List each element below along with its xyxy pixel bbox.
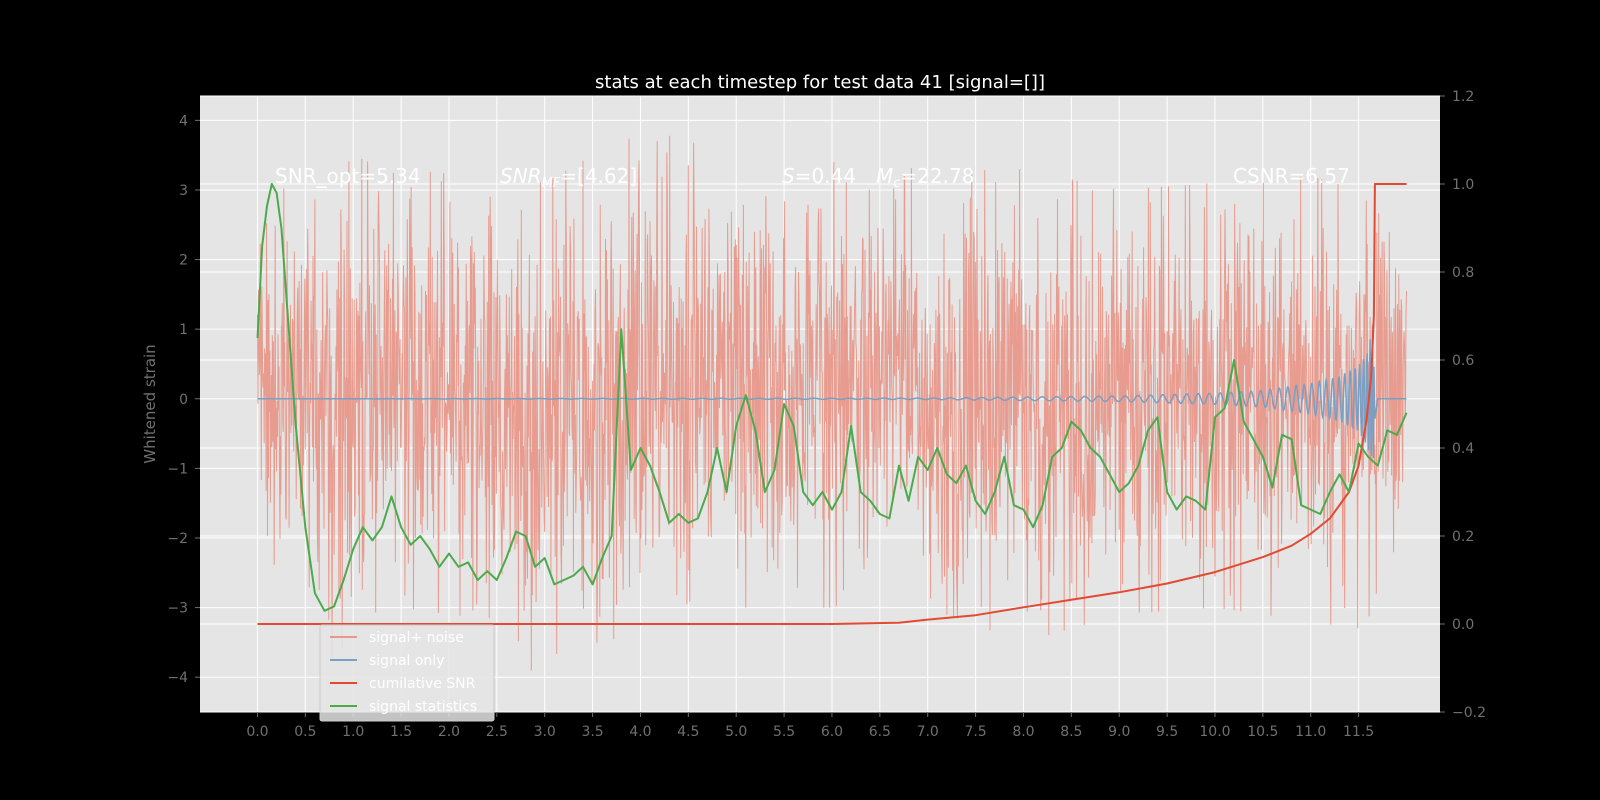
y-left-tick-label: −3 — [167, 601, 188, 617]
series-cumilative-snr — [257, 183, 1407, 625]
x-tick-label: 7.5 — [964, 724, 986, 740]
y-right-tick-label: 0.4 — [1452, 441, 1474, 457]
annotation-snr-mf-subscript: MF — [542, 176, 561, 191]
y-left-tick-label: 0 — [179, 392, 188, 408]
x-tick-label: 1.5 — [390, 724, 412, 740]
y-left-tick-label: 2 — [179, 253, 188, 269]
y-axis-label: Whitened strain — [141, 344, 159, 463]
x-tick-label: 3.5 — [581, 724, 603, 740]
legend-label-signal-noise: signal+ noise — [369, 630, 464, 646]
x-tick-label: 10.5 — [1247, 724, 1278, 740]
annotation-snr-mf-symbol: SNR — [500, 164, 542, 188]
x-tick-label: 6.0 — [821, 724, 843, 740]
x-tick-label: 9.5 — [1156, 724, 1178, 740]
annotation-snr-mf-value: =[4.62] — [560, 164, 637, 188]
x-tick-label: 2.5 — [486, 724, 508, 740]
y-right-tick-label: −0.2 — [1452, 705, 1486, 721]
x-tick-label: 10.0 — [1199, 724, 1230, 740]
x-tick-label: 7.0 — [917, 724, 939, 740]
legend-box — [319, 624, 495, 722]
x-tick-label: 0.5 — [294, 724, 316, 740]
axes: 0.0 0.5 1.0 1.5 2.0 2.5 3.0 3.5 4.0 4.5 5.0 5.5 6.0 6… — [167, 89, 1486, 740]
annotation-mc-symbol: M — [876, 164, 893, 188]
y-right-tick-label: 0.8 — [1452, 265, 1474, 281]
annotation-mc-subscript: c — [893, 176, 900, 191]
x-tick-label: 4.0 — [629, 724, 651, 740]
annotation-snr-mf: SNRMF=[4.62] — [500, 164, 637, 191]
chart-title: stats at each timestep for test data 41 … — [595, 72, 1045, 93]
annotation-snr-opt: SNR_opt=5.34 — [275, 164, 421, 188]
y-right-tick-label: 0.2 — [1452, 529, 1474, 545]
series-signal-only — [257, 326, 1407, 459]
y-right-tick-label: 1.0 — [1452, 177, 1474, 193]
series-signal-noise — [257, 135, 1407, 671]
x-tick-label: 2.0 — [438, 724, 460, 740]
x-tick-label: 8.0 — [1012, 724, 1034, 740]
y-right-tick-label: 0.0 — [1452, 617, 1474, 633]
annotation-s: S=0.44 — [782, 164, 856, 188]
x-tick-label: 1.0 — [342, 724, 364, 740]
y-right-tick-label: 0.6 — [1452, 353, 1474, 369]
x-tick-label: 8.5 — [1060, 724, 1082, 740]
y-left-tick-label: 3 — [179, 183, 188, 199]
x-tick-label: 9.0 — [1108, 724, 1130, 740]
annotation-mc: Mc=22.78 — [876, 164, 974, 191]
y-left-tick-label: −2 — [167, 531, 188, 547]
y-right-tick-label: 1.2 — [1452, 89, 1474, 105]
series-signal-statistics — [256, 183, 1408, 612]
y-left-tick-label: 4 — [179, 113, 188, 129]
x-tick-label: 3.0 — [534, 724, 556, 740]
annotation-s-value: =0.44 — [795, 164, 856, 188]
x-tick-label: 0.0 — [246, 724, 268, 740]
legend: signal+ noise signal only cumilative SNR… — [319, 624, 495, 722]
x-tick-label: 6.5 — [869, 724, 891, 740]
x-tick-label: 5.0 — [725, 724, 747, 740]
annotation-s-symbol: S — [782, 164, 795, 188]
x-tick-label: 11.5 — [1343, 724, 1374, 740]
annotation-mc-value: =22.78 — [900, 164, 974, 188]
annotation-csnr: CSNR=6.57 — [1233, 164, 1350, 188]
x-tick-label: 11.0 — [1295, 724, 1326, 740]
x-tick-label: 4.5 — [677, 724, 699, 740]
legend-label-cumilative-snr: cumilative SNR — [369, 676, 476, 692]
legend-label-signal-only: signal only — [369, 653, 444, 669]
y-left-tick-label: −1 — [167, 461, 188, 477]
y-left-tick-label: 1 — [179, 322, 188, 338]
x-tick-label: 5.5 — [773, 724, 795, 740]
plot-lines — [256, 135, 1408, 671]
legend-label-signal-statistics: signal statistics — [369, 699, 477, 715]
y-left-tick-label: −4 — [167, 670, 188, 686]
